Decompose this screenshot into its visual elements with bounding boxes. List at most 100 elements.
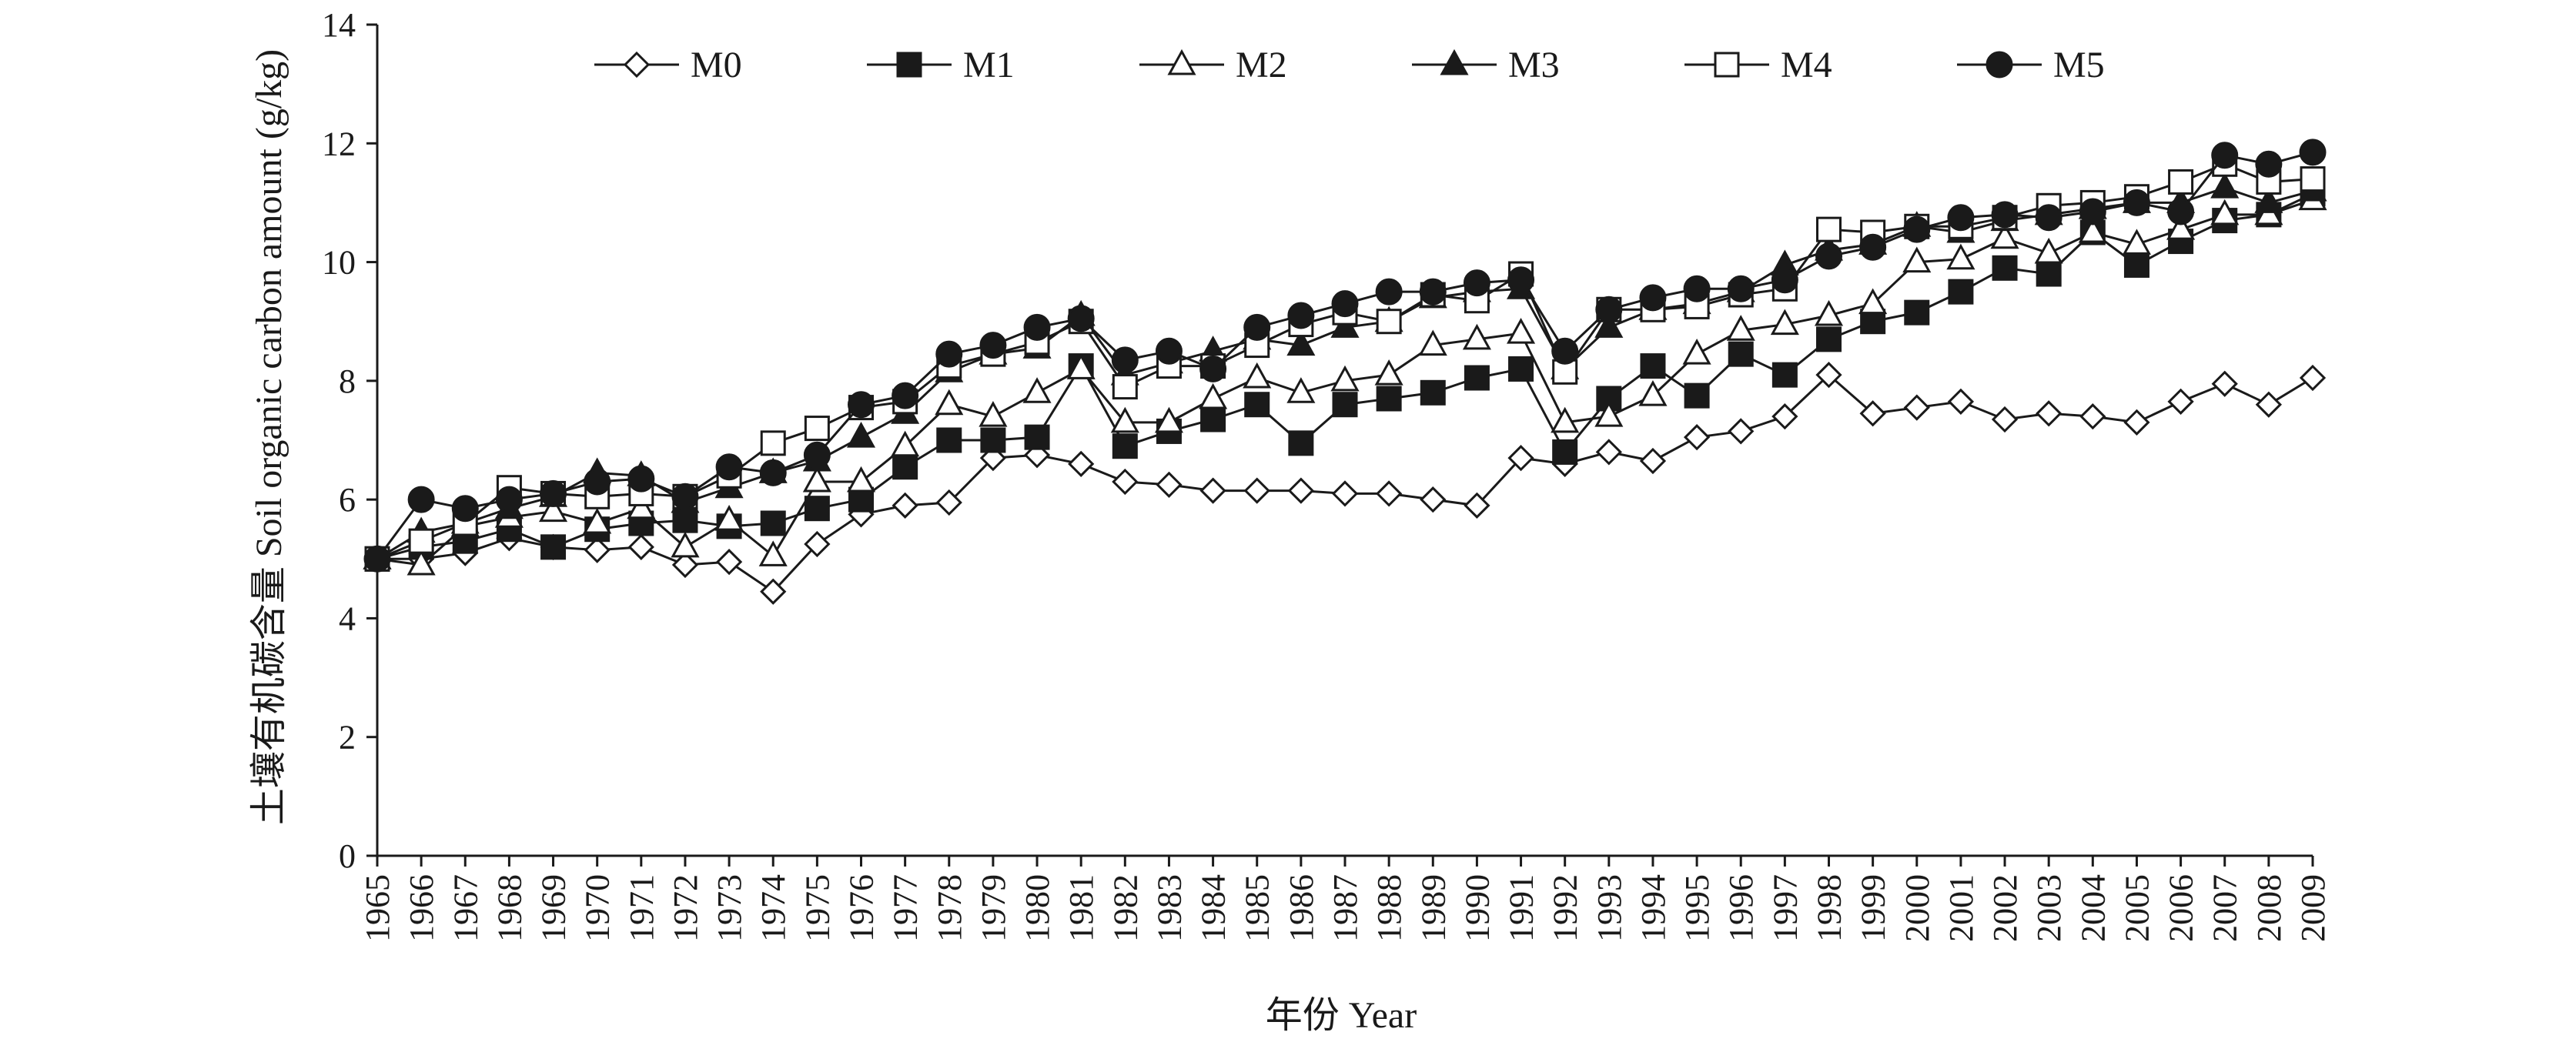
data-point-m5 [627, 465, 655, 493]
data-point-m2 [714, 505, 744, 531]
x-tick-label: 1978 [931, 874, 969, 942]
data-point-m5 [2211, 142, 2239, 169]
data-point-m5 [1111, 346, 1139, 374]
x-tick-label: 1995 [1678, 874, 1716, 942]
data-point-m0 [1859, 400, 1886, 427]
data-point-m2 [1726, 315, 1755, 341]
data-point-m0 [2036, 400, 2062, 427]
data-point-m2 [1330, 365, 1360, 392]
data-point-m5 [1023, 313, 1051, 341]
x-tick-label: 1979 [975, 874, 1012, 942]
data-point-m3 [2210, 172, 2240, 199]
data-point-m0 [1815, 362, 1842, 389]
data-point-m1 [804, 496, 830, 522]
legend-label-m0: M0 [691, 45, 742, 85]
legend-marker-m3 [1440, 48, 1469, 75]
data-point-m0 [715, 549, 743, 576]
x-tick-label: 1994 [1634, 874, 1672, 942]
legend-marker-m2 [1167, 48, 1196, 75]
data-point-m0 [1947, 388, 1975, 415]
data-point-m5 [1551, 337, 1579, 365]
data-point-m2 [2166, 214, 2196, 240]
data-point-m5 [1067, 305, 1095, 332]
data-point-m5 [1287, 302, 1315, 329]
legend-label-m2: M2 [1236, 45, 1287, 85]
data-point-m1 [980, 427, 1006, 453]
legend-label-m3: M3 [1508, 45, 1560, 85]
y-tick-label: 0 [339, 837, 356, 875]
x-tick-label: 1974 [754, 874, 792, 942]
legend-marker-m4 [1714, 52, 1740, 78]
data-point-m1 [1904, 299, 1930, 326]
data-point-m3 [2254, 187, 2283, 213]
data-point-m5 [848, 391, 875, 419]
x-tick-label: 2004 [2074, 874, 2112, 942]
data-point-m0 [2255, 391, 2282, 418]
data-point-m5 [1199, 355, 1227, 382]
legend-label-m4: M4 [1781, 45, 1832, 85]
x-tick-label: 1983 [1150, 874, 1188, 942]
data-point-m3 [1286, 329, 1316, 356]
data-point-m5 [671, 483, 699, 510]
x-tick-label: 1965 [359, 874, 396, 942]
data-point-m2 [627, 493, 656, 519]
data-point-m5 [1639, 284, 1667, 312]
x-tick-label: 1971 [623, 874, 661, 942]
data-point-m5 [2299, 139, 2327, 166]
data-point-m5 [1859, 233, 1887, 261]
x-axis: 1965 1966 1967 1968 1969 1970 1971 1972 1973 1974… [359, 854, 2332, 942]
data-point-m5 [1331, 290, 1359, 318]
x-tick-label: 1972 [667, 874, 704, 942]
data-point-m1 [760, 510, 786, 536]
data-point-m2 [583, 507, 612, 534]
x-axis-title: 年份 Year [1266, 995, 1417, 1036]
x-tick-label: 2008 [2250, 874, 2288, 942]
x-tick-label: 2005 [2118, 874, 2156, 942]
legend-item-m4: M4 [1684, 45, 1832, 85]
data-point-m0 [2211, 370, 2238, 397]
x-tick-label: 1998 [1811, 874, 1848, 942]
data-point-m1 [1552, 439, 1578, 465]
data-point-m4 [760, 430, 786, 456]
data-point-m0 [627, 533, 654, 560]
data-point-m1 [1728, 341, 1754, 367]
legend-item-m5: M5 [1957, 45, 2105, 85]
x-tick-label: 2002 [1986, 874, 2024, 942]
x-tick-label: 2001 [1942, 874, 1980, 942]
data-point-m0 [935, 489, 962, 516]
legend-marker-m1 [896, 52, 922, 78]
x-tick-label: 2007 [2206, 874, 2244, 942]
data-point-m5 [1683, 275, 1711, 302]
data-point-m4 [408, 528, 434, 554]
y-axis-title: 土壤有机碳含量 Soil organic carbon amount (g/kg… [249, 49, 289, 825]
y-tick-label: 8 [339, 362, 356, 400]
data-point-m5 [407, 486, 435, 513]
data-point-m1 [2123, 252, 2149, 278]
x-tick-label: 1970 [579, 874, 617, 942]
y-tick-label: 12 [322, 125, 356, 162]
data-point-m5 [2079, 198, 2106, 225]
x-tick-label: 1976 [843, 874, 881, 942]
data-point-m4 [1816, 216, 1842, 242]
data-point-m4 [1112, 374, 1138, 400]
data-point-m5 [451, 495, 479, 523]
data-point-m1 [1508, 356, 1534, 382]
data-point-m5 [1419, 278, 1447, 306]
data-point-m0 [584, 536, 611, 563]
data-point-m5 [2123, 189, 2150, 216]
data-point-m0 [1243, 477, 1270, 504]
x-tick-label: 1980 [1019, 874, 1056, 942]
data-point-m0 [1331, 480, 1359, 507]
data-point-m5 [2167, 198, 2195, 225]
data-point-m2 [979, 401, 1008, 427]
legend-item-m1: M1 [867, 45, 1015, 85]
x-tick-label: 1977 [887, 874, 925, 942]
x-tick-label: 1975 [798, 874, 836, 942]
data-point-m5 [1771, 266, 1798, 294]
data-point-m0 [2167, 388, 2194, 415]
data-point-m2 [1594, 401, 1624, 427]
y-axis: 0 2 4 6 8 10 12 14 [322, 6, 379, 875]
series-group [363, 139, 2327, 605]
x-tick-label: 1973 [711, 874, 748, 942]
data-point-m0 [1464, 492, 1490, 519]
